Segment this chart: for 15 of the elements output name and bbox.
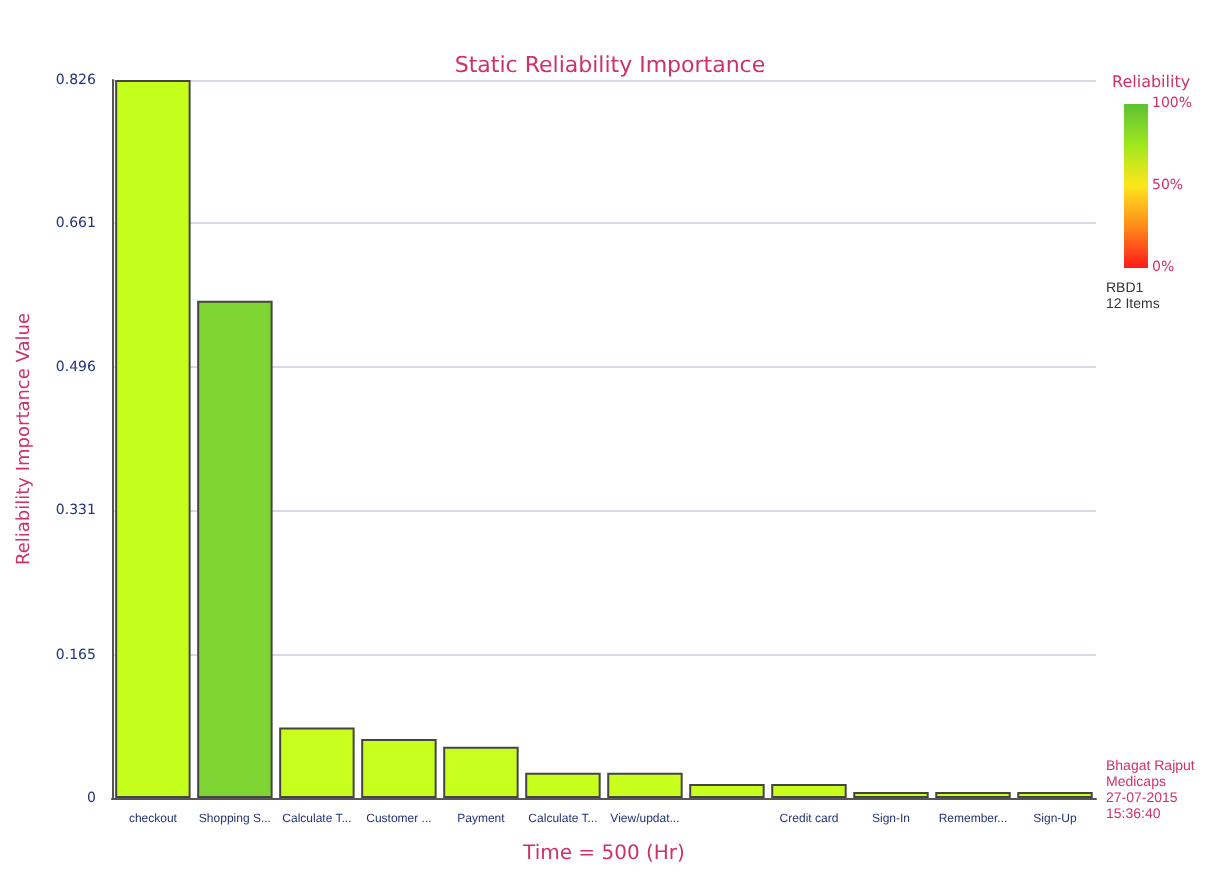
color-bar-title: Reliability	[1112, 73, 1191, 91]
chart-title: Static Reliability Importance	[454, 52, 766, 78]
bar	[853, 791, 929, 798]
x-axis-title: Time = 500 (Hr)	[521, 843, 686, 865]
bar	[279, 727, 355, 798]
bar	[197, 300, 273, 798]
bar	[1017, 791, 1093, 798]
bar	[361, 738, 437, 798]
y-axis-title: Reliability Importance Value	[15, 312, 35, 565]
bar	[443, 746, 519, 798]
bar	[607, 772, 683, 798]
bar	[771, 784, 847, 798]
bar	[935, 791, 1011, 798]
bar	[689, 784, 765, 798]
bar	[525, 772, 601, 798]
